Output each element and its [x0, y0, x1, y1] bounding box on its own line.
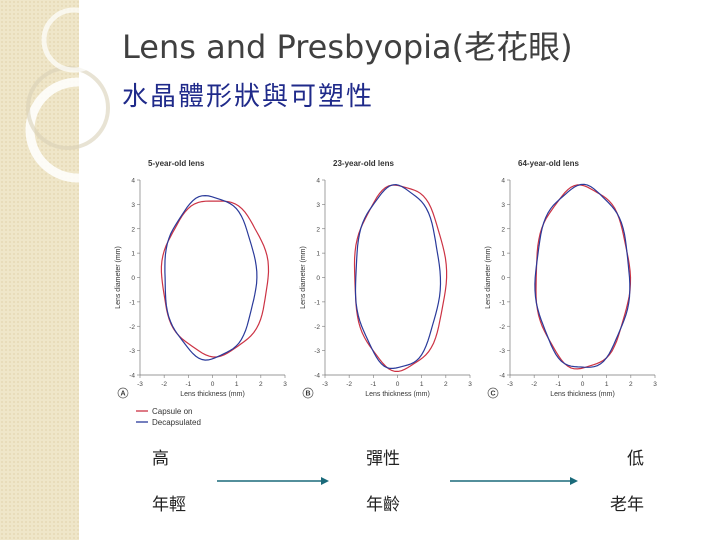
y-tick-label: -2	[314, 324, 320, 331]
plot-area	[325, 180, 470, 375]
chart-title: 64-year-old lens	[518, 159, 579, 168]
legend-label-decapsulated: Decapsulated	[152, 418, 201, 427]
panel-letter: A	[120, 391, 125, 398]
x-tick-label: -1	[370, 381, 376, 388]
y-tick-label: -3	[499, 348, 505, 355]
y-tick-label: 3	[131, 202, 135, 209]
y-tick-label: 1	[131, 251, 135, 258]
panel-letter-circle	[117, 387, 129, 399]
y-tick-label: 2	[316, 226, 320, 233]
y-tick-label: 0	[131, 275, 135, 282]
y-tick-label: 1	[501, 251, 505, 258]
y-tick-label: 1	[316, 251, 320, 258]
y-axis-label: Lens diameter (mm)	[485, 246, 492, 309]
elasticity-low-label: 低	[627, 449, 644, 469]
x-tick-label: 1	[420, 381, 424, 388]
plot-area	[510, 180, 655, 375]
panel-letter-circle	[302, 387, 314, 399]
side-decoration-band	[0, 0, 79, 540]
decorative-rings	[25, 7, 120, 183]
series-capsule-on	[160, 200, 270, 358]
y-tick-label: -3	[129, 348, 135, 355]
y-tick-label: -4	[129, 373, 135, 380]
plot-area	[140, 180, 285, 375]
legend: Capsule on Decapsulated	[136, 407, 201, 427]
chart-title: 23-year-old lens	[333, 159, 394, 168]
x-tick-label: 1	[605, 381, 609, 388]
x-tick-label: -3	[137, 381, 143, 388]
x-tick-label: -2	[346, 381, 352, 388]
x-tick-label: 3	[468, 381, 472, 388]
x-tick-label: -2	[161, 381, 167, 388]
y-axis-label: Lens diameter (mm)	[300, 246, 307, 309]
y-tick-label: 2	[501, 226, 505, 233]
y-tick-label: 0	[501, 275, 505, 282]
y-tick-label: -4	[314, 373, 320, 380]
y-tick-label: 4	[501, 178, 505, 185]
x-tick-label: -1	[185, 381, 191, 388]
chart-title: 5-year-old lens	[148, 159, 205, 168]
age-label: 年齡	[366, 495, 400, 515]
y-axis-label: Lens diameter (mm)	[115, 246, 122, 309]
y-tick-label: 4	[316, 178, 320, 185]
series-capsule-on	[353, 184, 448, 372]
y-tick-label: 0	[316, 275, 320, 282]
y-tick-label: -4	[499, 373, 505, 380]
series-decapsulated	[534, 183, 631, 368]
x-tick-label: -2	[531, 381, 537, 388]
y-tick-label: -2	[129, 324, 135, 331]
y-tick-label: 4	[131, 178, 135, 185]
arrow-young-to-age	[217, 477, 329, 485]
arrow-age-to-old	[450, 477, 578, 485]
x-tick-label: 0	[396, 381, 400, 388]
x-tick-label: 2	[259, 381, 263, 388]
y-tick-label: -1	[314, 299, 320, 306]
panel-letter: C	[490, 391, 495, 398]
page-subtitle: 水晶體形狀與可塑性	[122, 82, 375, 112]
young-label: 年輕	[152, 495, 186, 515]
series-decapsulated	[164, 194, 258, 361]
x-tick-label: -3	[507, 381, 513, 388]
x-tick-label: 3	[653, 381, 657, 388]
y-tick-label: -2	[499, 324, 505, 331]
elasticity-label: 彈性	[366, 449, 400, 469]
y-tick-label: -1	[129, 299, 135, 306]
x-axis-label: Lens thickness (mm)	[180, 391, 245, 398]
panel-letter: B	[305, 391, 310, 398]
x-tick-label: 3	[283, 381, 287, 388]
x-tick-label: 0	[211, 381, 215, 388]
x-tick-label: 2	[629, 381, 633, 388]
x-tick-label: 1	[235, 381, 239, 388]
x-axis-label: Lens thickness (mm)	[365, 391, 430, 398]
y-tick-label: -1	[499, 299, 505, 306]
y-tick-label: 3	[501, 202, 505, 209]
x-tick-label: 0	[581, 381, 585, 388]
x-axis-label: Lens thickness (mm)	[550, 391, 615, 398]
y-tick-label: 2	[131, 226, 135, 233]
legend-label-capsule: Capsule on	[152, 407, 192, 416]
y-tick-label: 3	[316, 202, 320, 209]
y-tick-label: -3	[314, 348, 320, 355]
x-tick-label: -1	[555, 381, 561, 388]
series-decapsulated	[354, 183, 442, 369]
x-tick-label: -3	[322, 381, 328, 388]
page-title: Lens and Presbyopia(老花眼)	[122, 28, 573, 66]
x-tick-label: 2	[444, 381, 448, 388]
old-age-label: 老年	[610, 495, 644, 515]
elasticity-high-label: 高	[152, 449, 169, 469]
panel-letter-circle	[487, 387, 499, 399]
